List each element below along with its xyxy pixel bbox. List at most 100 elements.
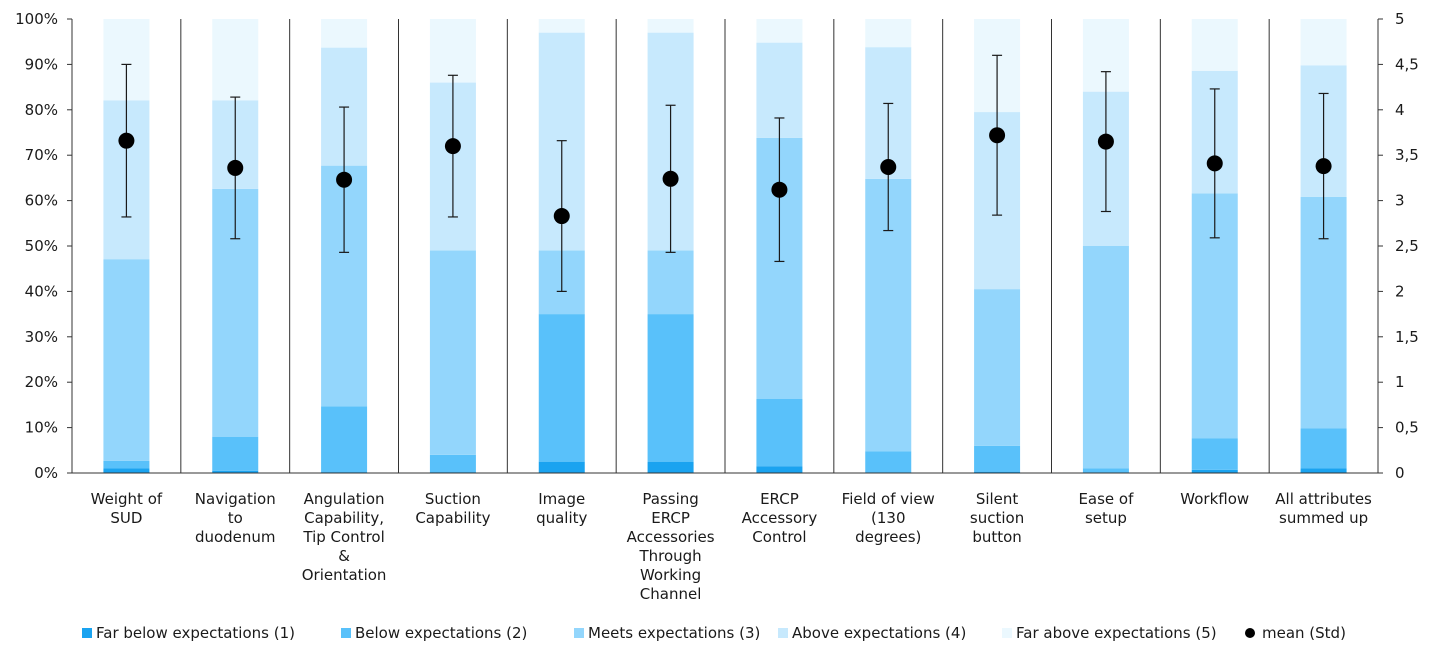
bar-segment-1-cat-7: [756, 466, 803, 473]
x-category-label-line: Field of view: [842, 490, 935, 508]
bar-segment-2-cat-11: [1191, 438, 1238, 470]
y-tick-label-right: 4,5: [1395, 55, 1419, 73]
y-tick-label-left: 0%: [34, 464, 58, 482]
bar-segment-5-cat-7: [756, 19, 803, 43]
mean-marker: [989, 127, 1006, 144]
y-tick-label-left: 40%: [25, 282, 58, 300]
legend-mean-marker: [1245, 628, 1255, 638]
x-category-label: Workflow: [1180, 490, 1249, 508]
y-tick-label-left: 70%: [25, 146, 58, 164]
x-category-label-line: Tip Control: [302, 528, 384, 546]
x-category-label-line: Weight of: [91, 490, 163, 508]
x-category-label-line: All attributes: [1275, 490, 1372, 508]
legend-swatch-5: [1002, 628, 1012, 638]
bar-segment-3-cat-4: [429, 250, 476, 455]
x-category-label-line: Angulation: [304, 490, 385, 508]
y-tick-label-right: 5: [1395, 10, 1405, 28]
legend-swatch-4: [778, 628, 788, 638]
bar-segment-3-cat-1: [103, 259, 150, 461]
mean-marker: [1206, 155, 1223, 172]
y-tick-label-right: 4: [1395, 101, 1405, 119]
mean-marker: [1097, 133, 1114, 150]
x-category-label: Ease of setup: [1078, 490, 1134, 527]
x-category-label-line: (130: [871, 509, 905, 527]
y-tick-label-right: 3: [1395, 192, 1405, 210]
bar-segment-5-cat-5: [538, 19, 585, 33]
x-category-label-line: Navigation: [195, 490, 276, 508]
y-tick-label-right: 0: [1395, 464, 1405, 482]
x-category-label: Navigation to duodenum: [195, 490, 276, 546]
y-tick-label-left: 60%: [25, 192, 58, 210]
x-category-label-line: Accessories: [627, 528, 715, 546]
bar-segment-2-cat-6: [647, 314, 694, 462]
y-tick-label-right: 1: [1395, 373, 1405, 391]
legend-label-1: Far below expectations (1): [96, 624, 295, 642]
x-category-label: Weight of SUD: [91, 490, 163, 527]
y-tick-label-left: 80%: [25, 101, 58, 119]
x-category-label: Image quality: [536, 490, 587, 527]
x-category-label: ERCP Accessory Control: [742, 490, 818, 546]
bar-segment-5-cat-6: [647, 19, 694, 33]
y-tick-label-left: 50%: [25, 237, 58, 255]
bar-segment-2-cat-5: [538, 314, 585, 462]
x-category-label-line: Image: [538, 490, 585, 508]
bar-segment-2-cat-9: [974, 445, 1021, 472]
bar-segment-2-cat-10: [1082, 468, 1129, 473]
x-category-label-line: Working: [640, 566, 701, 584]
bar-segment-1-cat-6: [647, 461, 694, 473]
legend-label-4: Above expectations (4): [792, 624, 966, 642]
y-tick-label-right: 1,5: [1395, 328, 1419, 346]
y-tick-label-left: 20%: [25, 373, 58, 391]
y-tick-label-left: 100%: [15, 10, 58, 28]
x-category-label-line: Orientation: [302, 566, 387, 584]
mean-marker: [771, 181, 788, 198]
x-category-label-line: degrees): [855, 528, 921, 546]
bar-segment-1-cat-9: [974, 471, 1021, 473]
bar-segment-1-cat-11: [1191, 469, 1238, 473]
x-category-label-line: Capability: [415, 509, 490, 527]
x-category-label-line: Ease of: [1078, 490, 1134, 508]
x-category-label-line: SUD: [110, 509, 142, 527]
legend-label-2: Below expectations (2): [355, 624, 527, 642]
bar-segment-2-cat-4: [429, 454, 476, 473]
x-category-label-line: button: [972, 528, 1021, 546]
x-category-label-line: to: [228, 509, 243, 527]
x-category-label: Suction Capability: [415, 490, 490, 527]
bar-segment-1-cat-1: [103, 468, 150, 473]
bar-segment-2-cat-3: [321, 406, 368, 473]
x-category-label: Angulation Capability, Tip Control & Orienta…: [302, 490, 387, 584]
bar-segment-2-cat-2: [212, 436, 259, 471]
y-tick-label-right: 3,5: [1395, 146, 1419, 164]
y-tick-label-left: 30%: [25, 328, 58, 346]
x-category-label-line: Through: [638, 547, 701, 565]
x-category-label-line: suction: [970, 509, 1024, 527]
x-category-label-line: summed up: [1279, 509, 1368, 527]
bar-segment-1-cat-5: [538, 461, 585, 473]
x-category-label-line: &: [338, 547, 350, 565]
y-tick-label-right: 0,5: [1395, 419, 1419, 437]
y-tick-label-right: 2: [1395, 282, 1405, 300]
x-category-label: Silent suction button: [970, 490, 1024, 546]
mean-marker: [336, 171, 353, 188]
legend-swatch-2: [341, 628, 351, 638]
bar-segment-2-cat-12: [1300, 428, 1347, 469]
x-category-label: Passing ERCP Accessories Through Working Chan…: [627, 490, 715, 603]
legend-label-mean: mean (Std): [1262, 624, 1346, 642]
bar-segment-5-cat-2: [212, 19, 259, 101]
mean-marker: [444, 138, 461, 155]
x-category-label-line: ERCP: [651, 509, 690, 527]
legend-label-3: Meets expectations (3): [588, 624, 760, 642]
bar-segment-3-cat-10: [1082, 246, 1129, 469]
x-category-label-line: Passing: [642, 490, 698, 508]
y-tick-label-left: 90%: [25, 55, 58, 73]
x-category-label: All attributes summed up: [1275, 490, 1372, 527]
x-category-label-line: duodenum: [195, 528, 276, 546]
x-category-label-line: Suction: [425, 490, 481, 508]
x-category-label-line: Accessory: [742, 509, 818, 527]
x-category-label-line: Workflow: [1180, 490, 1249, 508]
mean-marker: [662, 170, 679, 187]
x-category-label: Field of view (130 degrees): [842, 490, 935, 546]
bar-segment-5-cat-3: [321, 19, 368, 48]
bar-segment-3-cat-6: [647, 250, 694, 315]
